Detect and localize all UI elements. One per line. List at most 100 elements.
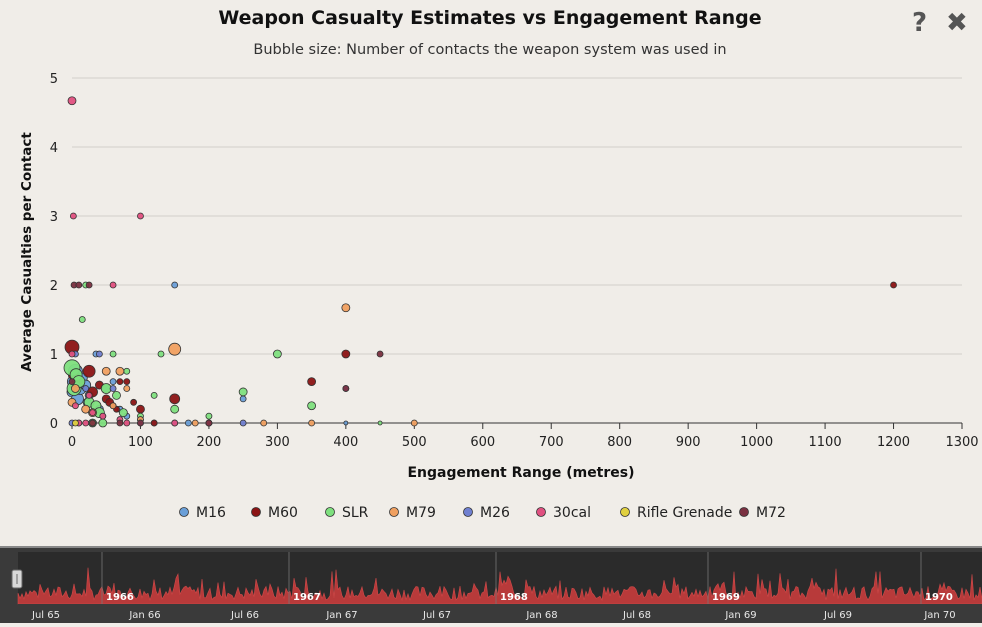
data-point-m79[interactable] [260, 419, 268, 427]
timeline-year-label: 1968 [500, 592, 528, 603]
data-point-m79[interactable] [71, 384, 80, 393]
data-point-m16[interactable] [109, 378, 117, 386]
data-point-30cal[interactable] [99, 412, 107, 420]
x-tick-label: 800 [607, 435, 632, 450]
timeline-navigator[interactable]: 1966 1967 1968 1969 1970 Jul 65 Jan 66 Jul 66 Ja… [0, 548, 982, 623]
data-point-slr[interactable] [205, 412, 213, 420]
data-point-m72[interactable] [137, 419, 144, 427]
data-point-30cal[interactable] [82, 419, 90, 427]
data-point-m72[interactable] [75, 281, 83, 289]
data-point-slr[interactable] [78, 316, 86, 323]
data-point-rifle-grenade[interactable] [72, 419, 79, 427]
data-point-m79[interactable] [168, 342, 182, 356]
y-tick-label: 5 [50, 72, 58, 87]
legend-swatch [536, 507, 546, 517]
data-point-m60[interactable] [82, 364, 96, 378]
close-button[interactable]: ✖ [946, 8, 968, 38]
timeline-activity-area [17, 567, 982, 605]
data-point-m16[interactable] [184, 419, 192, 427]
legend-item-m60[interactable]: M60 [251, 505, 298, 521]
data-point-m72[interactable] [376, 350, 384, 358]
timeline-chart[interactable]: 1966 1967 1968 1969 1970 Jul 65 Jan 66 Jul 66 Ja… [0, 548, 982, 623]
data-point-m60[interactable] [169, 393, 181, 405]
data-point-slr[interactable] [307, 401, 317, 411]
data-point-m60[interactable] [341, 349, 351, 359]
x-tick-label: 1000 [740, 435, 773, 450]
data-point-m60[interactable] [116, 378, 124, 386]
legend-item-m16[interactable]: M16 [179, 505, 226, 521]
data-point-m72[interactable] [342, 385, 350, 392]
data-point-m60[interactable] [890, 281, 897, 289]
data-point-30cal[interactable] [123, 419, 131, 427]
data-point-m79[interactable] [410, 419, 418, 427]
data-point-m72[interactable] [68, 378, 76, 386]
data-point-slr[interactable] [150, 391, 158, 399]
data-point-m60[interactable] [123, 378, 131, 386]
data-point-m16[interactable] [343, 420, 349, 426]
data-point-m79[interactable] [115, 366, 125, 376]
data-point-m72[interactable] [116, 419, 124, 427]
data-point-m26[interactable] [239, 419, 247, 427]
data-point-slr[interactable] [157, 350, 165, 358]
data-point-m79[interactable] [81, 404, 91, 414]
data-point-slr[interactable] [112, 390, 121, 400]
data-point-m79[interactable] [101, 366, 111, 376]
timeline-month-label: Jul 68 [622, 610, 651, 621]
data-point-m26[interactable] [82, 385, 90, 392]
data-point-30cal[interactable] [109, 281, 117, 289]
data-point-30cal[interactable] [72, 402, 79, 410]
data-point-m26[interactable] [109, 385, 117, 392]
data-point-m79[interactable] [123, 385, 131, 392]
legend-item-m72[interactable]: M72 [739, 505, 786, 521]
data-point-m60[interactable] [307, 377, 317, 387]
data-point-slr[interactable] [238, 387, 248, 397]
data-point-m79[interactable] [308, 419, 316, 427]
legend-swatch [325, 507, 335, 517]
data-point-slr[interactable] [109, 350, 117, 358]
data-point-30cal[interactable] [137, 212, 144, 220]
data-point-m60[interactable] [130, 398, 138, 406]
data-point-m26[interactable] [95, 350, 103, 358]
data-point-slr[interactable] [377, 420, 383, 426]
data-point-m79[interactable] [341, 303, 351, 313]
x-tick-label: 600 [470, 435, 495, 450]
data-point-30cal[interactable] [68, 350, 76, 358]
legend-swatch [620, 507, 630, 517]
data-point-m79[interactable] [109, 402, 117, 410]
y-tick-label: 2 [50, 279, 58, 294]
data-point-m72[interactable] [89, 419, 96, 427]
data-point-30cal[interactable] [171, 419, 179, 427]
chart-title: Weapon Casualty Estimates vs Engagement … [218, 7, 762, 29]
x-axis: 0 100 200 300 400 500 600 700 800 900 1000 1100 1200… [68, 422, 979, 450]
data-point-30cal[interactable] [69, 212, 77, 220]
data-point-m79[interactable] [191, 419, 199, 427]
legend-label: M16 [196, 505, 226, 521]
data-point-m16[interactable] [171, 281, 179, 289]
legend-item-m79[interactable]: M79 [389, 505, 436, 521]
data-point-slr[interactable] [118, 408, 128, 418]
y-tick-label: 0 [50, 417, 58, 432]
data-point-30cal[interactable] [85, 391, 93, 399]
help-button[interactable]: ? [912, 8, 928, 38]
y-axis-label: Average Casualties per Contact [19, 132, 35, 372]
data-points [63, 96, 897, 428]
data-point-slr[interactable] [272, 349, 282, 359]
data-point-slr[interactable] [123, 367, 131, 375]
data-point-30cal[interactable] [89, 409, 96, 417]
data-point-slr[interactable] [98, 418, 108, 428]
data-point-slr[interactable] [170, 404, 180, 414]
legend-item-30cal[interactable]: 30cal [536, 505, 591, 521]
legend-item-slr[interactable]: SLR [325, 505, 369, 521]
legend-swatch [251, 507, 261, 517]
legend-item-rifle-grenade[interactable]: Rifle Grenade [620, 505, 733, 521]
data-point-m72[interactable] [85, 281, 93, 289]
data-point-m16[interactable] [239, 395, 247, 403]
legend-item-m26[interactable]: M26 [463, 505, 510, 521]
data-point-m72[interactable] [205, 419, 213, 427]
data-point-m60[interactable] [136, 404, 145, 414]
data-point-m60[interactable] [150, 419, 158, 427]
x-tick-label: 900 [676, 435, 701, 450]
legend-label: M79 [406, 505, 436, 521]
legend-swatch [739, 507, 749, 517]
data-point-30cal[interactable] [67, 96, 77, 106]
